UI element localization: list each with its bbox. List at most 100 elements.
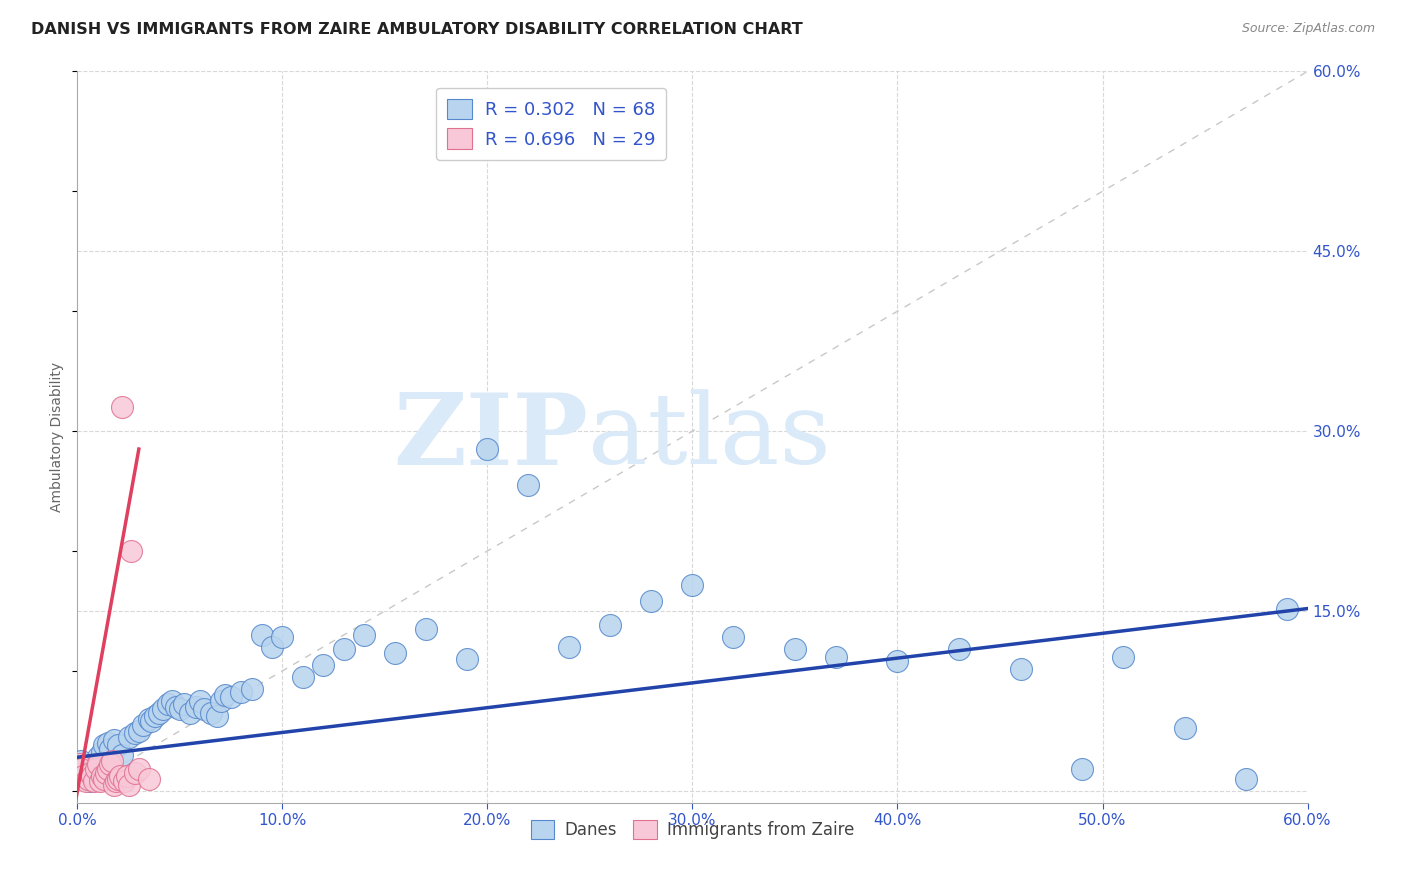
Point xyxy=(107,738,129,752)
Point xyxy=(97,762,120,776)
Point xyxy=(599,618,621,632)
Point xyxy=(67,757,90,772)
Point xyxy=(143,709,166,723)
Point xyxy=(160,694,183,708)
Point xyxy=(79,774,101,789)
Point xyxy=(886,654,908,668)
Point xyxy=(152,702,174,716)
Point xyxy=(101,754,124,768)
Point xyxy=(124,765,146,780)
Text: atlas: atlas xyxy=(588,389,831,485)
Point xyxy=(148,706,170,720)
Point xyxy=(89,774,111,789)
Point xyxy=(517,478,540,492)
Point xyxy=(173,698,195,712)
Point xyxy=(83,774,105,789)
Point xyxy=(98,757,121,772)
Point xyxy=(80,769,103,783)
Point xyxy=(128,762,150,776)
Point xyxy=(70,754,93,768)
Point xyxy=(186,699,208,714)
Point xyxy=(682,577,704,591)
Point xyxy=(80,769,103,783)
Point xyxy=(1174,722,1197,736)
Point xyxy=(250,628,273,642)
Point xyxy=(1275,601,1298,615)
Point xyxy=(1234,772,1257,786)
Point xyxy=(98,742,121,756)
Point xyxy=(240,681,263,696)
Point xyxy=(83,762,105,776)
Point xyxy=(132,718,155,732)
Point xyxy=(558,640,581,654)
Point xyxy=(384,646,406,660)
Point xyxy=(333,642,356,657)
Point xyxy=(84,762,107,776)
Point xyxy=(200,706,222,720)
Point xyxy=(72,760,94,774)
Point xyxy=(70,762,93,776)
Point xyxy=(84,757,107,772)
Point xyxy=(87,757,110,772)
Point xyxy=(117,778,139,792)
Point xyxy=(262,640,284,654)
Point xyxy=(209,694,232,708)
Point xyxy=(456,652,478,666)
Point xyxy=(103,778,125,792)
Point xyxy=(783,642,806,657)
Point xyxy=(1112,649,1135,664)
Point xyxy=(115,769,138,783)
Point xyxy=(128,723,150,738)
Text: ZIP: ZIP xyxy=(394,389,588,485)
Point xyxy=(165,699,187,714)
Point xyxy=(87,750,110,764)
Point xyxy=(205,709,228,723)
Point xyxy=(90,746,114,760)
Point xyxy=(117,730,139,744)
Point xyxy=(415,622,437,636)
Point xyxy=(75,765,97,780)
Point xyxy=(138,712,160,726)
Point xyxy=(93,772,115,786)
Point xyxy=(291,670,314,684)
Point xyxy=(111,747,134,762)
Point xyxy=(723,630,745,644)
Point xyxy=(138,772,160,786)
Point xyxy=(141,714,163,729)
Point xyxy=(353,628,375,642)
Point xyxy=(76,772,98,786)
Point xyxy=(111,400,134,414)
Point xyxy=(156,698,179,712)
Point xyxy=(169,702,191,716)
Point xyxy=(825,649,848,664)
Point xyxy=(107,772,129,786)
Point xyxy=(72,769,94,783)
Point xyxy=(214,688,236,702)
Text: Source: ZipAtlas.com: Source: ZipAtlas.com xyxy=(1241,22,1375,36)
Point xyxy=(79,765,101,780)
Point xyxy=(193,702,215,716)
Point xyxy=(103,733,125,747)
Point xyxy=(97,736,120,750)
Point xyxy=(120,544,142,558)
Point xyxy=(271,630,294,644)
Point xyxy=(76,772,98,786)
Point xyxy=(94,765,117,780)
Point xyxy=(124,726,146,740)
Point xyxy=(93,738,115,752)
Point xyxy=(90,769,114,783)
Y-axis label: Ambulatory Disability: Ambulatory Disability xyxy=(51,362,65,512)
Legend: Danes, Immigrants from Zaire: Danes, Immigrants from Zaire xyxy=(524,814,860,846)
Point xyxy=(188,694,212,708)
Point xyxy=(312,657,335,672)
Point xyxy=(110,769,132,783)
Point xyxy=(640,594,662,608)
Point xyxy=(75,774,97,789)
Point xyxy=(1010,661,1032,675)
Point xyxy=(231,685,253,699)
Point xyxy=(114,774,136,789)
Point xyxy=(179,706,201,720)
Point xyxy=(948,642,970,657)
Point xyxy=(477,442,499,456)
Point xyxy=(219,690,242,705)
